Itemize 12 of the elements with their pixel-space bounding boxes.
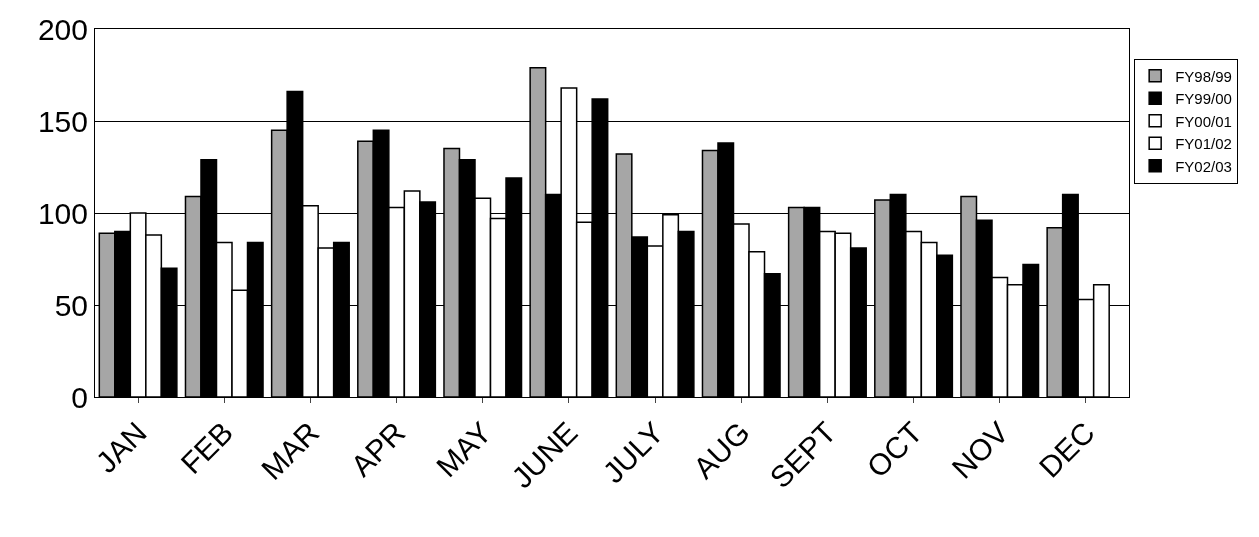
y-tick-label: 100 <box>37 196 88 230</box>
y-tick-label: 50 <box>54 288 88 322</box>
legend-label: FY98/99 <box>1175 67 1232 85</box>
x-tick-label: FEB <box>174 415 240 481</box>
x-tick-label: JAN <box>89 415 153 479</box>
y-tick-label: 200 <box>37 12 88 46</box>
y-tick-label: 150 <box>37 104 88 138</box>
legend-label: FY02/03 <box>1175 157 1232 175</box>
legend-label: FY00/01 <box>1175 112 1232 130</box>
legend-label: FY99/00 <box>1175 90 1232 108</box>
y-tick-label: 0 <box>71 380 88 414</box>
legend-label: FY01/02 <box>1175 135 1232 153</box>
